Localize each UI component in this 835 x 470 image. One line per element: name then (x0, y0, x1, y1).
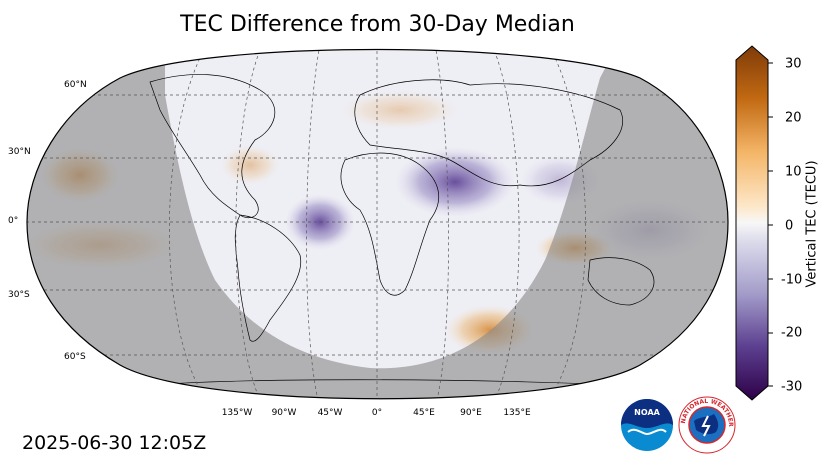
anomaly-east-africa (395, 147, 515, 217)
graticule (27, 49, 728, 399)
lon-label-90e: 90°E (460, 408, 482, 418)
lon-label-45w: 45°W (317, 408, 343, 418)
svg-text:NOAA: NOAA (634, 408, 660, 417)
timestamp: 2025-06-30 12:05Z (22, 432, 207, 454)
lat-label-60n: 60°N (64, 80, 87, 90)
colorbar-tick-neg30: -30 (781, 379, 803, 395)
colorbar (735, 45, 773, 401)
lon-label-0: 0° (371, 408, 383, 418)
lon-label-135e: 135°E (503, 408, 531, 418)
lat-label-0: 0° (8, 216, 19, 226)
colorbar-label: Vertical TEC (TECU) (804, 160, 820, 288)
colorbar-tick-0: 0 (785, 218, 794, 234)
lon-label-90w: 90°W (271, 408, 297, 418)
lat-label-30s: 30°S (8, 290, 30, 300)
colorbar-tick-30: 30 (785, 56, 802, 72)
lon-label-45e: 45°E (413, 408, 435, 418)
figure-title: TEC Difference from 30-Day Median (180, 12, 575, 37)
colorbar-tick-10: 10 (785, 164, 802, 180)
night-shade-west (27, 49, 728, 399)
noaa-logo: NOAA (621, 399, 673, 451)
lat-label-60s: 60°S (64, 352, 86, 362)
nws-logo: NATIONAL WEATHER SERVICE (678, 396, 736, 454)
lon-label-135w: 135°W (221, 408, 253, 418)
globe-outline (26, 48, 729, 400)
colorbar-tick-20: 20 (785, 110, 802, 126)
lat-label-30n: 30°N (8, 147, 31, 157)
colorbar-tick-neg10: -10 (781, 272, 803, 288)
colorbar-tick-neg20: -20 (781, 325, 803, 341)
